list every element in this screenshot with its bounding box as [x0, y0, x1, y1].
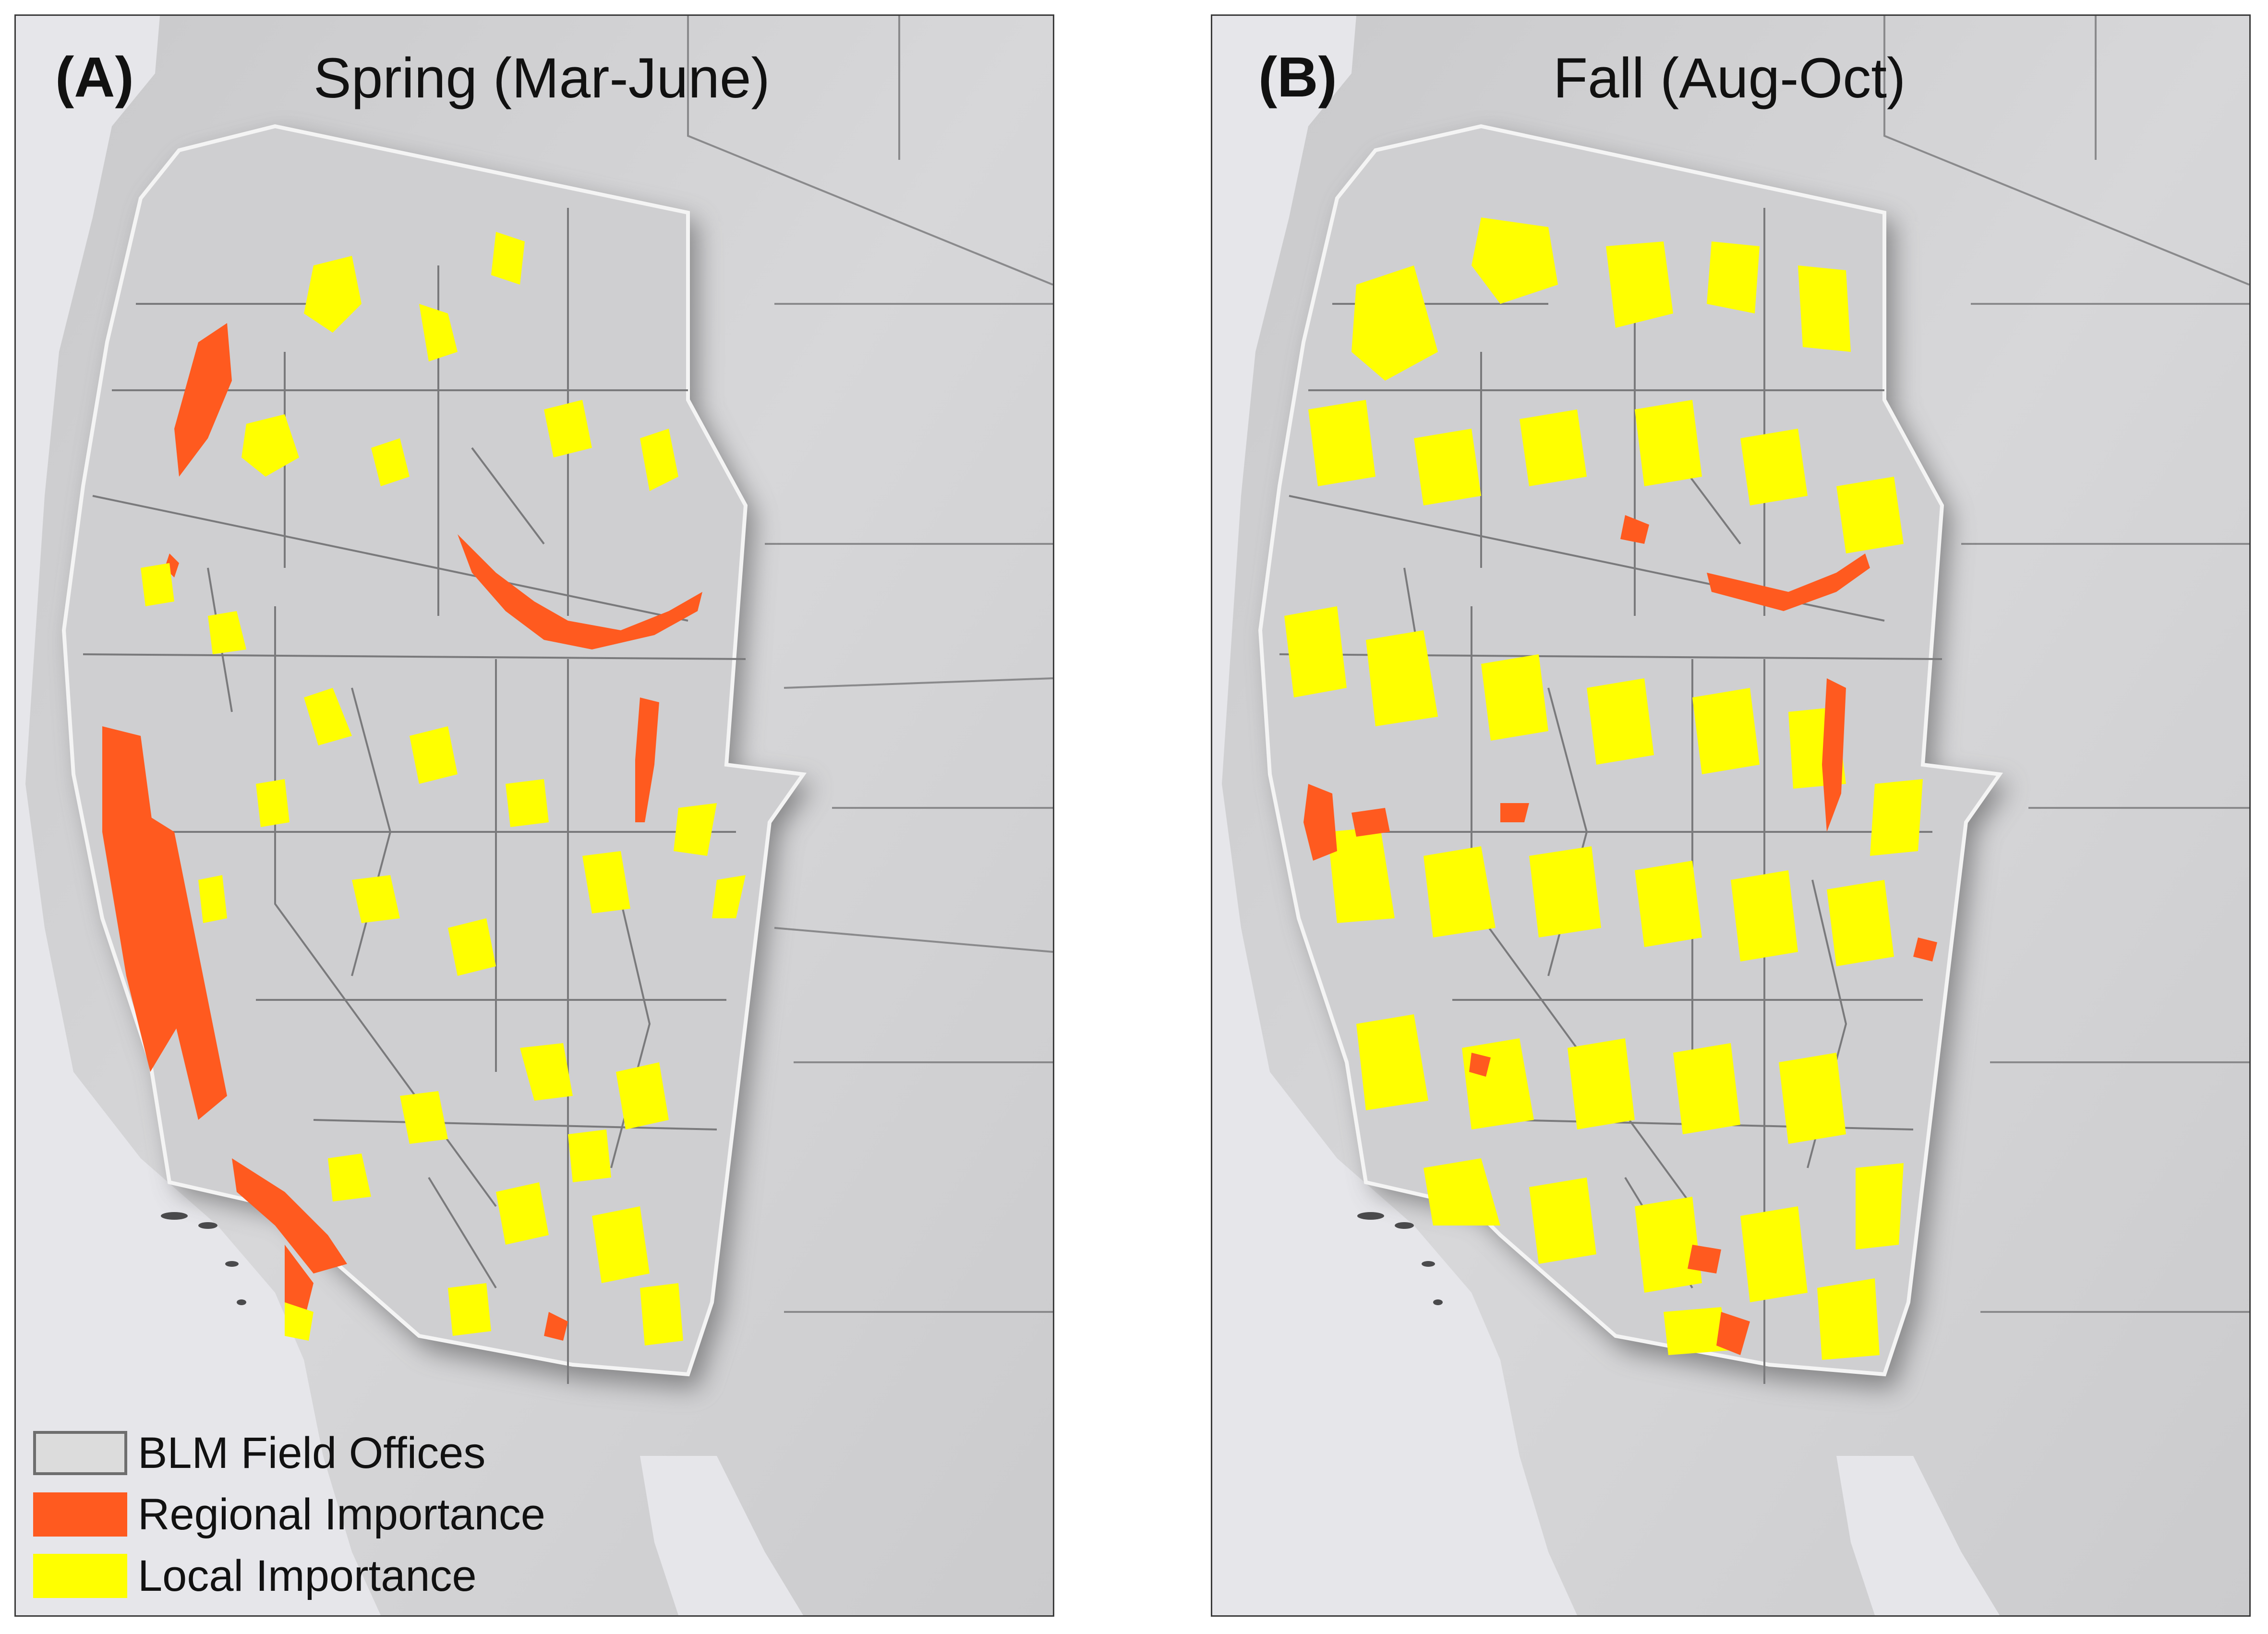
legend: BLM Field Offices Regional Importance Lo… [33, 1422, 545, 1607]
field-office-boundaries [83, 208, 746, 1384]
panel-title-b: Fall (Aug-Oct) [1553, 47, 1906, 110]
panel-letter-a: (A) [55, 46, 134, 109]
state-boundaries [687, 16, 1053, 1313]
gulf-of-california [1836, 1456, 2000, 1615]
legend-item-field-offices: BLM Field Offices [33, 1422, 545, 1484]
gulf-of-california [640, 1456, 803, 1615]
channel-islands [161, 1212, 246, 1305]
state-boundaries [1883, 16, 2249, 1313]
legend-swatch-field-offices [33, 1431, 127, 1475]
pacific-ocean [16, 16, 381, 1615]
legend-label-local: Local Importance [138, 1551, 477, 1600]
legend-label-field-offices: BLM Field Offices [138, 1428, 486, 1478]
legend-item-local: Local Importance [33, 1545, 545, 1607]
legend-item-regional: Regional Importance [33, 1484, 545, 1545]
map-fall [1212, 16, 2249, 1615]
legend-swatch-local [33, 1554, 127, 1598]
regional-importance-areas [1303, 515, 1937, 1355]
panel-letter-b: (B) [1258, 46, 1337, 109]
channel-islands [1357, 1212, 1443, 1305]
legend-label-regional: Regional Importance [138, 1490, 545, 1539]
pacific-ocean [1212, 16, 1577, 1615]
local-importance-areas [141, 232, 746, 1346]
panel-title-a: Spring (Mar-June) [314, 47, 770, 110]
regional-importance-areas [102, 323, 702, 1341]
legend-swatch-regional [33, 1492, 127, 1537]
map-spring [16, 16, 1053, 1615]
local-importance-areas [1284, 217, 1923, 1360]
map-panel-spring: (A) Spring (Mar-June) BLM Field Offices … [14, 14, 1054, 1617]
map-panel-fall: (B) Fall (Aug-Oct) [1211, 14, 2251, 1617]
